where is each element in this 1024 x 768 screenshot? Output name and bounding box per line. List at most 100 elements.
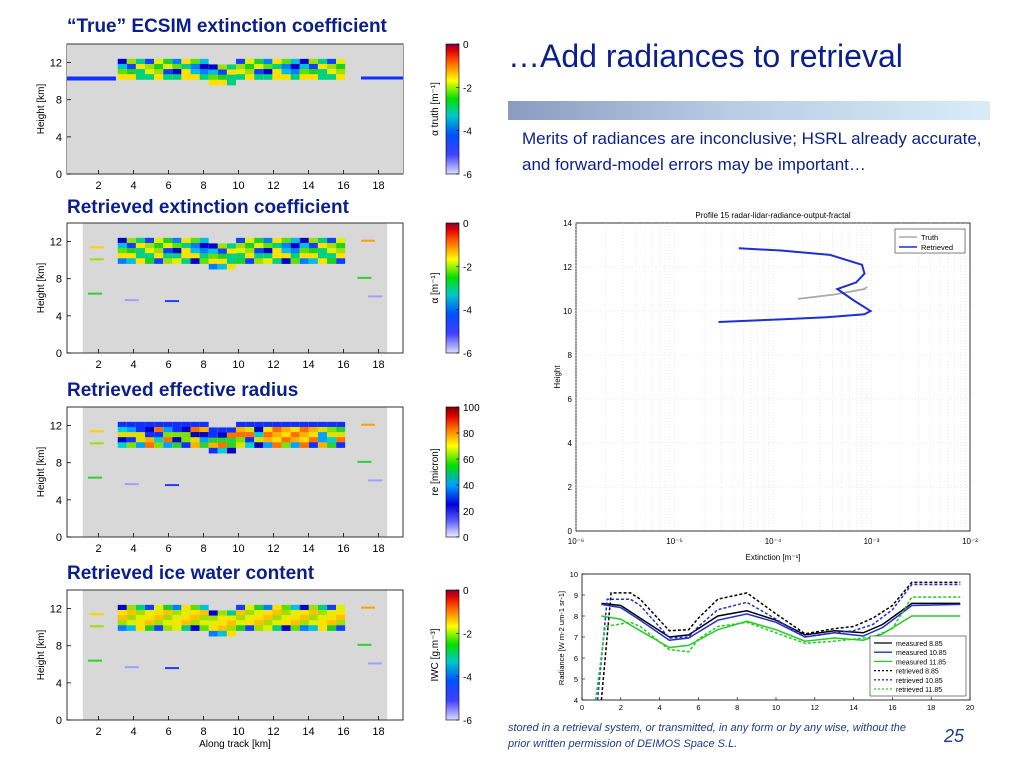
x-tick-label: 10: [232, 726, 244, 738]
cloud-cell: [272, 437, 282, 443]
cloud-cell: [245, 63, 255, 70]
cloud-cell: [236, 63, 246, 70]
x-tick-label: 2: [95, 359, 101, 371]
y-axis-label: Height [km]: [36, 446, 47, 497]
cloud-cell: [336, 625, 346, 631]
cloud-cell: [117, 442, 127, 448]
cloud-cell: [272, 609, 282, 616]
colorbar-tick-label: 0: [463, 40, 469, 51]
cloud-cell: [126, 237, 136, 244]
x-tick-label: 6: [165, 359, 171, 371]
legend-label: retrieved 11.85: [896, 687, 942, 694]
cloud-cell: [208, 248, 218, 255]
cloud-cell: [327, 237, 337, 244]
cloud-cell: [245, 253, 255, 259]
cloud-cell: [308, 248, 318, 254]
cloud-cell: [163, 69, 173, 75]
cloud-cell: [145, 609, 155, 616]
cloud-cell: [245, 421, 255, 428]
cloud-cell: [281, 625, 291, 631]
cloud-cell: [145, 442, 155, 448]
x-tick-label: 20: [966, 703, 974, 712]
cloud-cell: [263, 620, 273, 626]
cloud-cell: [135, 437, 145, 443]
cloud-cell: [181, 248, 191, 254]
x-tick-label: 8: [200, 359, 206, 371]
cloud-cell: [217, 253, 227, 260]
cloud-cell: [317, 604, 327, 611]
cloud-cell: [263, 625, 273, 631]
cloud-cell: [254, 58, 264, 65]
slide-title: …Add radiances to retrieval: [508, 38, 903, 74]
stray-pixel: [357, 460, 372, 463]
cloud-cell: [181, 620, 191, 626]
cloud-cell: [308, 620, 318, 626]
no-data-region: [67, 44, 403, 174]
cloud-cell: [272, 74, 282, 80]
cloud-cell: [190, 74, 200, 80]
cloud-cell: [254, 69, 264, 75]
cloud-cell: [254, 242, 264, 249]
cloud-cell: [154, 432, 164, 438]
cloud-cell: [236, 421, 246, 428]
cloud-cell: [290, 620, 300, 626]
cloud-cell: [290, 625, 300, 631]
cloud-cell: [199, 258, 209, 264]
cloud-cell: [154, 242, 164, 249]
cloud-cell: [336, 609, 346, 616]
cloud-cell: [263, 58, 273, 65]
cloud-cell: [199, 63, 209, 70]
cloud-cell: [208, 620, 218, 627]
stray-pixel: [165, 667, 179, 670]
cloud-cell: [254, 442, 264, 448]
x-tick-label: 8: [200, 726, 206, 738]
cloud-cell: [290, 604, 300, 611]
cloud-cell: [217, 243, 227, 250]
cloud-cell: [181, 625, 191, 631]
cloud-cell: [254, 63, 264, 70]
cloud-cell: [172, 74, 182, 80]
cloud-cell: [308, 421, 318, 428]
cloud-cell: [117, 604, 127, 611]
y-tick-label: 4: [56, 311, 62, 323]
cloud-cell: [163, 421, 173, 428]
cloud-cell: [263, 421, 273, 428]
cloud-cell: [236, 437, 246, 443]
series-line: [601, 603, 961, 641]
colorbar: [445, 43, 460, 175]
stray-pixel: [89, 246, 104, 249]
y-tick-label: 0: [568, 527, 573, 536]
cloud-cell: [199, 604, 209, 611]
cloud-cell: [208, 437, 218, 444]
cloud-cell: [327, 63, 337, 70]
cloud-cell: [145, 437, 155, 443]
cloud-cell: [199, 620, 209, 626]
cloud-cell: [163, 74, 173, 80]
cloud-cell: [145, 604, 155, 611]
x-tick-label: 12: [267, 726, 279, 738]
cloud-cell: [163, 432, 173, 438]
y-tick-label: 5: [574, 675, 578, 684]
x-tick-label: 18: [372, 726, 384, 738]
cloud-cell: [208, 615, 218, 622]
cloud-cell: [172, 426, 182, 433]
cloud-cell: [145, 242, 155, 249]
colorbar-tick-label: 40: [463, 481, 475, 492]
cloud-cell: [281, 437, 291, 443]
cloud-cell: [299, 242, 309, 249]
cloud-cell: [226, 74, 236, 81]
profile-chart: Profile 15 radar-lidar-radiance-output-f…: [553, 211, 978, 562]
cloud-cell: [317, 625, 327, 631]
cloud-cell: [336, 63, 346, 70]
cloud-cell: [299, 620, 309, 626]
cloud-cell: [190, 625, 200, 631]
cloud-cell: [154, 258, 164, 264]
cloud-cell: [190, 248, 200, 254]
y-tick-label: 12: [50, 421, 62, 433]
cloud-cell: [299, 237, 309, 244]
x-tick-label: 6: [165, 726, 171, 738]
stray-pixel: [89, 258, 104, 261]
cloud-cell: [317, 615, 327, 621]
y-tick-label: 14: [563, 219, 572, 228]
y-axis-label: Height [km]: [36, 629, 47, 680]
